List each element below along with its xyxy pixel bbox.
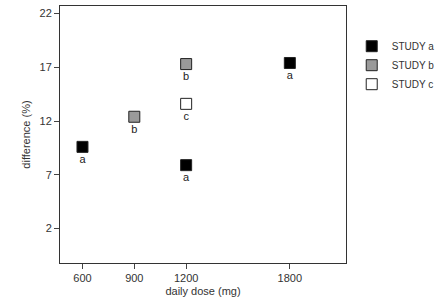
- svg-text:b: b: [183, 70, 189, 82]
- svg-text:b: b: [131, 123, 137, 135]
- svg-text:2: 2: [46, 222, 52, 234]
- svg-text:7: 7: [46, 169, 52, 181]
- svg-text:STUDY a: STUDY a: [392, 41, 434, 52]
- svg-text:STUDY b: STUDY b: [392, 60, 434, 71]
- svg-text:22: 22: [40, 7, 52, 19]
- svg-text:a: a: [79, 153, 86, 165]
- svg-text:a: a: [183, 171, 190, 183]
- svg-text:difference (%): difference (%): [20, 100, 32, 168]
- svg-text:a: a: [287, 69, 294, 81]
- svg-text:600: 600: [73, 272, 91, 284]
- svg-text:17: 17: [40, 61, 52, 73]
- svg-text:c: c: [183, 110, 189, 122]
- svg-text:daily dose (mg): daily dose (mg): [165, 285, 240, 297]
- svg-text:900: 900: [125, 272, 143, 284]
- svg-text:1800: 1800: [278, 272, 302, 284]
- svg-text:1200: 1200: [174, 272, 198, 284]
- svg-text:STUDY c: STUDY c: [392, 79, 434, 90]
- svg-text:12: 12: [40, 115, 52, 127]
